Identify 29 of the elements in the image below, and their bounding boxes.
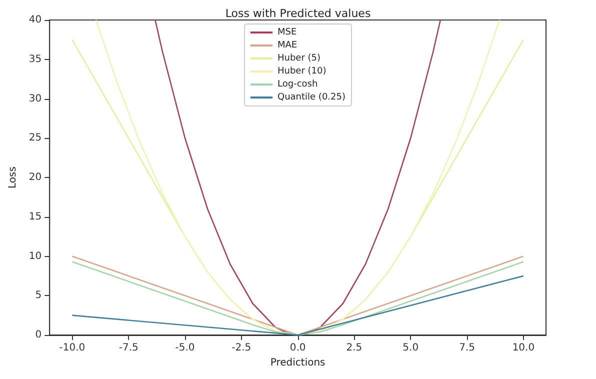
legend-label: Huber (10) xyxy=(278,66,326,76)
y-tick-label: 30 xyxy=(28,93,42,104)
y-tick-label: 40 xyxy=(28,14,42,26)
legend-label: Log-cosh xyxy=(278,80,318,90)
legend-label: MSE xyxy=(278,28,297,38)
x-tick-label: 2.5 xyxy=(346,342,362,354)
y-tick-label: 20 xyxy=(28,172,42,183)
x-tick-label: -7.5 xyxy=(118,342,138,354)
x-tick-label: 10.0 xyxy=(512,342,535,354)
y-tick-label: 0 xyxy=(35,330,42,340)
line-series xyxy=(154,19,442,336)
y-tick-label: 25 xyxy=(28,132,42,144)
legend-label: Quantile (0.25) xyxy=(278,92,346,102)
x-tick-label: 5.0 xyxy=(402,342,419,354)
x-tick-label: -2.5 xyxy=(232,342,252,354)
x-tick-label: -5.0 xyxy=(175,342,195,354)
line-series xyxy=(95,19,500,336)
y-tick-label: 15 xyxy=(28,211,42,222)
y-axis-title: Loss xyxy=(8,166,18,188)
y-tick-label: 5 xyxy=(35,290,42,302)
y-tick-label: 10 xyxy=(28,250,42,262)
x-axis-title: Predictions xyxy=(270,357,326,368)
y-tick-label: 35 xyxy=(28,54,42,65)
legend-label: MAE xyxy=(278,40,298,50)
legend-label: Huber (5) xyxy=(278,54,321,64)
x-tick-label: -10.0 xyxy=(59,342,86,354)
x-tick-label: 0.0 xyxy=(290,342,306,354)
chart-title: Loss with Predicted values xyxy=(225,7,371,20)
x-tick-label: 7.5 xyxy=(459,342,475,354)
